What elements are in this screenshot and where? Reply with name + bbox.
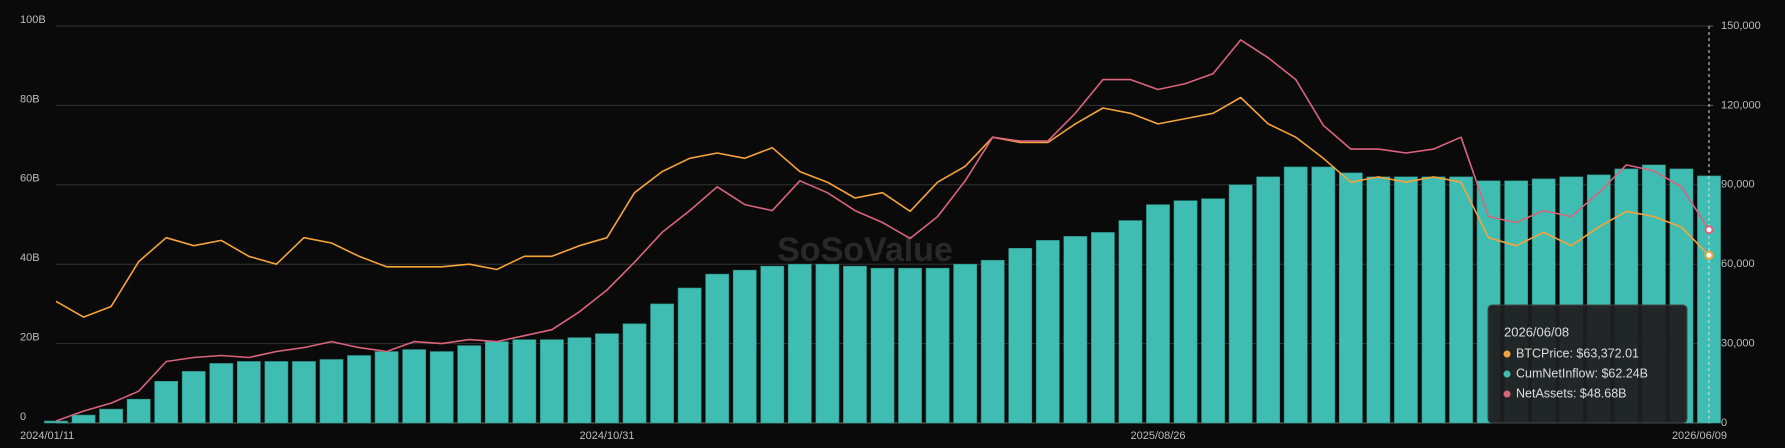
y2-tick-label: 30,000 <box>1721 338 1755 350</box>
bar <box>1366 176 1391 424</box>
y-tick-label: 40B <box>20 252 40 264</box>
y2-tick-label: 90,000 <box>1721 179 1755 191</box>
bar <box>1035 240 1060 424</box>
bar <box>760 265 785 424</box>
bar <box>1146 204 1170 424</box>
tooltip-item: BTCPrice: $63,372.01 <box>1516 346 1639 360</box>
bar <box>402 349 427 424</box>
bar <box>512 339 537 424</box>
bar <box>732 269 757 424</box>
bar <box>1063 236 1088 424</box>
bar <box>1338 172 1363 424</box>
bar <box>1118 220 1143 424</box>
y-tick-label: 20B <box>20 332 40 344</box>
bar <box>1394 176 1418 424</box>
bar <box>347 355 371 424</box>
x-tick-label: 2024/01/11 <box>20 430 74 442</box>
bar <box>650 303 674 424</box>
y-tick-label: 60B <box>20 173 40 185</box>
bar <box>71 414 96 424</box>
bar <box>44 420 68 424</box>
bar <box>319 359 344 424</box>
bar <box>925 267 950 424</box>
bar <box>154 381 179 424</box>
y2-tick-label: 120,000 <box>1721 99 1761 111</box>
point-marker <box>1704 250 1714 260</box>
bar <box>1091 232 1115 424</box>
bar <box>236 361 261 424</box>
bar <box>99 408 123 424</box>
bar <box>870 267 895 424</box>
y-tick-label: 80B <box>20 93 40 105</box>
bar <box>953 263 978 424</box>
bar <box>595 333 619 424</box>
bar <box>1228 184 1253 424</box>
bar <box>705 273 730 424</box>
bar <box>567 337 592 424</box>
bar <box>1173 200 1198 424</box>
tooltip-dot <box>1503 390 1511 398</box>
bar <box>429 351 454 424</box>
tooltip-date: 2026/06/08 <box>1504 324 1569 339</box>
bar <box>843 265 867 424</box>
watermark: SoSoValue <box>777 231 953 269</box>
y2-tick-label: 150,000 <box>1721 20 1761 32</box>
bar <box>815 263 840 424</box>
bar <box>1449 176 1473 424</box>
bar <box>1008 248 1033 424</box>
bar <box>1311 166 1336 424</box>
bar <box>457 345 482 424</box>
bar <box>1283 166 1308 424</box>
line <box>55 39 1710 422</box>
bar <box>787 263 812 424</box>
bar <box>1697 175 1721 424</box>
bar <box>980 259 1005 424</box>
tooltip-item: NetAssets: $48.68B <box>1516 386 1626 400</box>
bar <box>898 267 922 424</box>
x-tick-label: 2025/08/26 <box>1130 430 1185 442</box>
bar <box>209 363 234 424</box>
bar <box>677 287 702 424</box>
bar <box>540 339 564 424</box>
x-tick-label: 2026/06/09 <box>1672 430 1727 442</box>
y2-tick-label: 0 <box>1721 417 1727 429</box>
x-tick-label: 2024/10/31 <box>579 430 634 442</box>
bar <box>292 361 316 424</box>
bar <box>1201 198 1225 424</box>
bar <box>374 351 399 424</box>
bar <box>1256 176 1281 424</box>
y-tick-label: 100B <box>20 14 46 26</box>
tooltip-item: CumNetInflow: $62.24B <box>1516 366 1648 380</box>
line <box>55 96 1710 318</box>
tooltip-dot <box>1503 350 1511 358</box>
y-tick-label: 0 <box>20 411 26 423</box>
bar <box>622 323 647 424</box>
point-marker <box>1704 225 1714 235</box>
y2-tick-label: 60,000 <box>1721 258 1755 270</box>
bar <box>264 361 289 424</box>
tooltip-dot <box>1503 370 1511 378</box>
bar <box>126 398 151 424</box>
tooltip-box <box>1487 304 1688 424</box>
bar <box>1421 176 1446 424</box>
bar <box>181 371 206 424</box>
bar <box>484 341 509 424</box>
